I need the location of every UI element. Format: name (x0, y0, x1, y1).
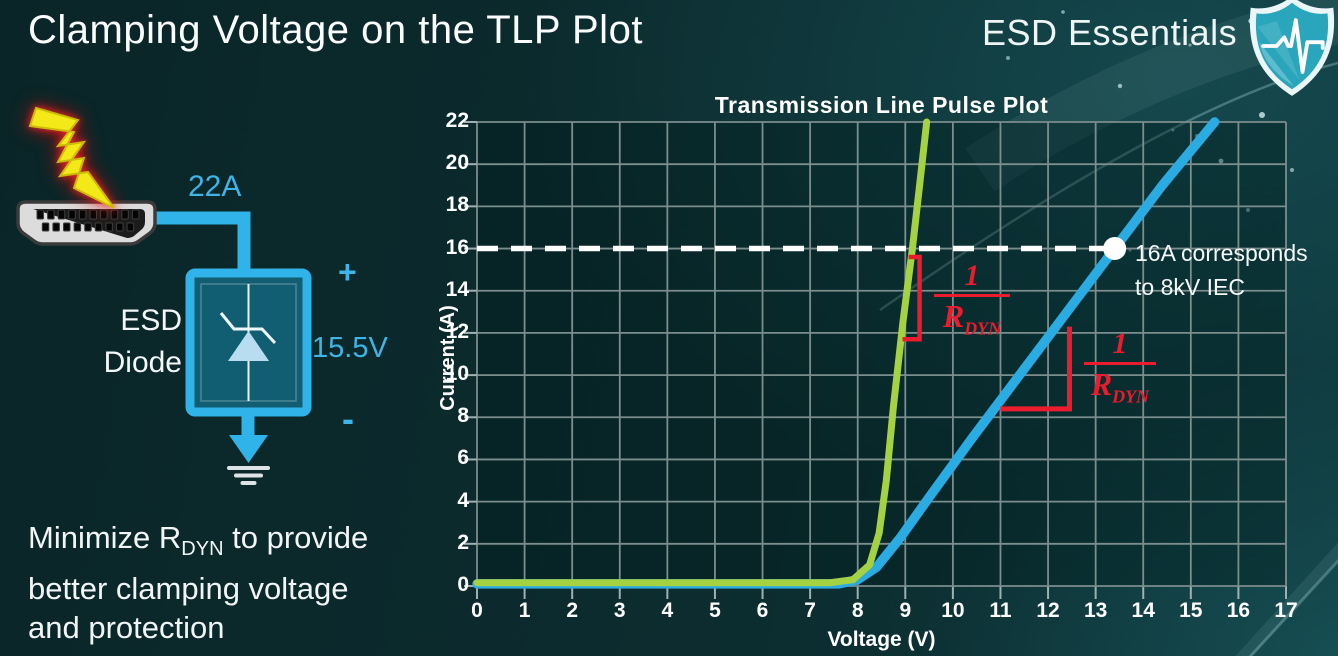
slope-angle-blue (1000, 326, 1072, 412)
y-tick-label: 18 (445, 193, 469, 217)
clamp-voltage-label: 15.5V (312, 332, 388, 364)
y-tick-label: 12 (445, 319, 469, 343)
chart-title: Transmission Line Pulse Plot (714, 92, 1049, 118)
takeaway-note: Minimize RDYN to provide better clamping… (28, 518, 368, 647)
esd-diode-label-line1: ESD (120, 304, 182, 337)
page-title: Clamping Voltage on the TLP Plot (28, 8, 643, 52)
plot-area (464, 117, 1287, 599)
x-tick-label: 7 (804, 599, 816, 622)
y-tick-label: 6 (457, 446, 469, 470)
y-tick-label: 8 (457, 404, 469, 428)
corner-streak (1248, 558, 1338, 656)
threshold-marker-dot (1103, 237, 1127, 261)
threshold-note-line1: 16A corresponds (1135, 240, 1308, 266)
x-tick-label: 15 (1179, 599, 1203, 622)
x-tick-label: 6 (756, 599, 769, 622)
x-tick-label: 11 (989, 599, 1012, 622)
fraction-denominator: RDYN (942, 298, 1002, 339)
x-tick-label: 4 (661, 599, 674, 622)
circuit-diagram (16, 106, 312, 485)
pulse-line-icon (1261, 18, 1325, 74)
x-tick-label: 16 (1226, 599, 1251, 622)
corner-streak-glow (1235, 542, 1338, 656)
y-tick-label: 10 (445, 362, 469, 386)
fraction-numerator: 1 (1112, 327, 1128, 360)
x-tick-label: 2 (566, 599, 579, 622)
x-tick-label: 5 (709, 599, 721, 622)
slope-bracket-green (902, 254, 922, 342)
lightning-bolt-icon (28, 106, 115, 209)
tlp-chart: Transmission Line Pulse Plot 0 2 4 6 8 10 12 14… (432, 90, 1338, 656)
plus-label: + (338, 254, 357, 290)
shield-logo-icon (1249, 0, 1335, 96)
hdmi-connector-icon (16, 200, 157, 246)
y-tick-label: 14 (445, 277, 469, 301)
series-curve-1 (473, 118, 931, 587)
x-tick-label: 13 (1083, 599, 1108, 622)
esd-diode-icon (185, 268, 312, 417)
x-axis-label: Voltage (V) (827, 628, 936, 651)
x-tick-label: 3 (613, 599, 626, 622)
note-line-1: Minimize RDYN to provide (28, 520, 369, 561)
surge-current-label: 22A (188, 170, 242, 203)
minus-label: - (342, 398, 354, 439)
x-tick-label: 0 (471, 599, 483, 622)
fraction-denominator: RDYN (1090, 366, 1150, 407)
threshold-note-line2: to 8kV IEC (1135, 274, 1245, 300)
x-tick-label: 9 (899, 599, 912, 622)
fraction-numerator: 1 (964, 259, 980, 292)
rdyn-fraction-green: 1 RDYN (932, 260, 1012, 345)
x-tick-label: 1 (518, 599, 531, 622)
brand-name: ESD Essentials (982, 12, 1238, 53)
fraction-bar (934, 294, 1010, 297)
esd-diode-label: ESD Diode (90, 300, 182, 384)
y-tick-label: 20 (445, 151, 469, 175)
x-tick-label: 8 (851, 599, 864, 622)
x-tick-label: 17 (1274, 599, 1298, 622)
esd-diode-label-line2: Diode (103, 346, 182, 379)
y-tick-label: 2 (457, 530, 469, 554)
x-tick-label: 12 (1036, 599, 1060, 622)
note-line-3: and protection (28, 610, 225, 646)
y-tick-label: 4 (457, 488, 469, 512)
arrow-down-icon (229, 435, 268, 463)
y-axis-label: Current (A) (437, 305, 459, 411)
ground-icon (227, 466, 270, 485)
rdyn-fraction-blue: 1 RDYN (1082, 328, 1158, 413)
fraction-bar (1084, 362, 1156, 365)
y-tick-label: 22 (445, 109, 469, 132)
x-tick-label: 14 (1131, 599, 1155, 622)
y-tick-label: 16 (445, 235, 469, 259)
y-tick-label: 0 (457, 573, 469, 596)
x-tick-label: 10 (941, 599, 965, 622)
note-line-2: better clamping voltage (28, 571, 349, 607)
